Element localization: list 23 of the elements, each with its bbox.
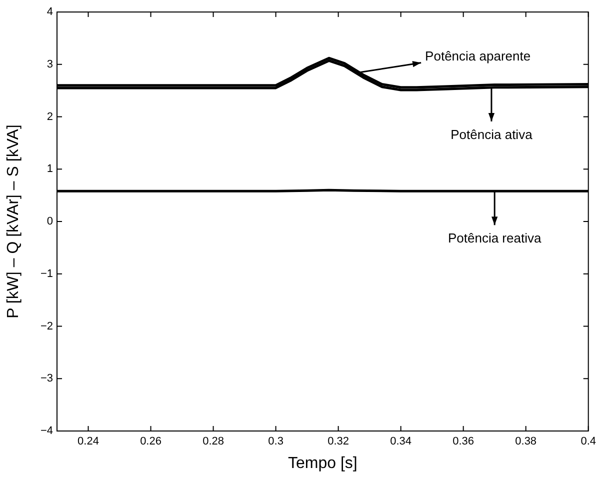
x-tick-label: 0.36 — [452, 436, 474, 448]
y-tick-label: 2 — [46, 110, 53, 123]
y-tick-label: −3 — [40, 372, 53, 385]
y-tick-label: 3 — [46, 58, 53, 70]
y-tick-label: 0 — [46, 216, 53, 228]
annotation: Potência reativa — [448, 230, 542, 246]
x-tick-label: 0.28 — [202, 436, 224, 448]
x-tick-label: 0.34 — [390, 436, 412, 448]
x-tick-label: 0.24 — [78, 436, 99, 448]
x-tick-label: 0.32 — [328, 436, 350, 448]
y-tick-label: −2 — [40, 320, 53, 332]
y-tick-label: −1 — [40, 268, 53, 280]
y-tick-label: 4 — [46, 6, 53, 18]
y-axis-title: P [kW] – Q [kVAr] – S [kVA] — [5, 124, 22, 318]
x-tick-label: 0.26 — [140, 436, 162, 448]
x-tick-label: 0.3 — [268, 436, 284, 448]
annotation: Potência aparente — [425, 48, 531, 64]
y-tick-label: 1 — [46, 163, 53, 176]
y-tick-label: −4 — [40, 425, 53, 438]
x-axis-title: Tempo [s] — [288, 454, 358, 472]
x-tick-label: 0.4 — [580, 436, 596, 448]
x-tick-label: 0.38 — [515, 436, 537, 448]
annotation: Potência ativa — [450, 127, 534, 142]
